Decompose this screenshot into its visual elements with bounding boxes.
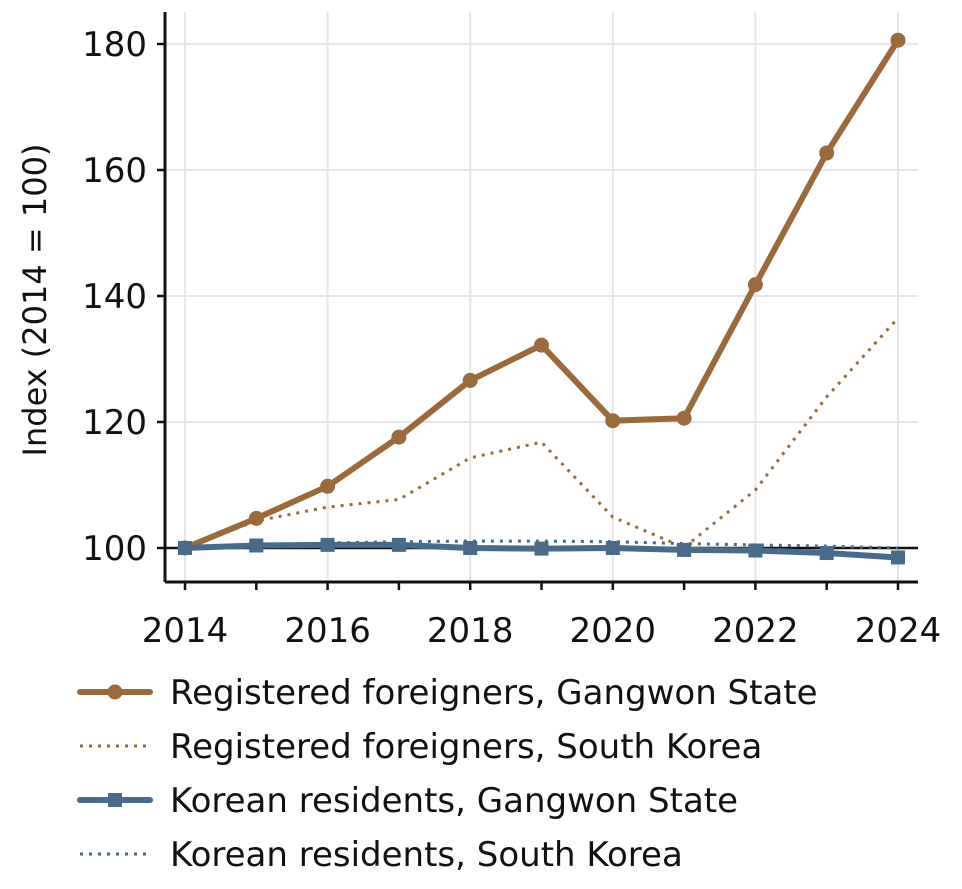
series-1-point-2018: [462, 372, 478, 388]
grid: [165, 12, 918, 582]
x-tick-label-2014: 2014: [142, 611, 229, 651]
series-3-point-2018: [463, 541, 478, 555]
y-tick-label-100: 100: [82, 529, 147, 569]
series-3: [178, 537, 905, 565]
series-1-point-2020: [605, 413, 621, 429]
x-tick-label-2016: 2016: [284, 611, 371, 651]
series-1: [177, 32, 906, 556]
legend-item-4: Korean residents, South Korea: [80, 835, 683, 875]
y-tick-label-120: 120: [82, 403, 147, 443]
series-3-point-2023: [819, 546, 834, 561]
series-1-point-2017: [391, 429, 407, 445]
series-1-point-2024: [890, 32, 906, 48]
legend-label-4: Korean residents, South Korea: [170, 835, 683, 875]
x-tick-label-2018: 2018: [427, 611, 514, 651]
x-tick-label-2022: 2022: [712, 611, 799, 651]
series-3-point-2015: [249, 538, 264, 553]
series-1-point-2015: [248, 510, 264, 526]
series-3-point-2020: [605, 541, 620, 555]
legend-label-1: Registered foreigners, Gangwon State: [170, 673, 818, 713]
series-1-point-2023: [819, 145, 835, 161]
series-1-point-2021: [676, 410, 692, 426]
legend-item-1: Registered foreigners, Gangwon State: [77, 673, 818, 713]
series-3-point-2017: [391, 537, 406, 552]
tick-labels: 100 120 140 160 180 2014 2016 2018 2020 2022 2024: [82, 25, 941, 651]
legend-label-3: Korean residents, Gangwon State: [170, 781, 738, 821]
legend-label-2: Registered foreigners, South Korea: [170, 727, 762, 767]
series-3-point-2016: [320, 537, 335, 552]
series-3-point-2024: [891, 550, 905, 565]
x-tick-label-2024: 2024: [855, 611, 942, 651]
series-1-point-2022: [747, 277, 763, 293]
legend-swatch-marker-3: [108, 793, 122, 807]
legend: Registered foreigners, Gangwon State Regi…: [77, 673, 818, 875]
series-line-1: [182, 37, 901, 551]
y-tick-label-160: 160: [82, 151, 147, 191]
series-1-point-2016: [320, 478, 336, 494]
y-tick-label-140: 140: [82, 277, 147, 317]
series-3-point-2021: [677, 542, 692, 557]
series-3-point-2014: [178, 541, 192, 555]
legend-item-3: Korean residents, Gangwon State: [77, 781, 738, 821]
legend-item-2: Registered foreigners, South Korea: [80, 727, 762, 767]
series-3-point-2022: [748, 543, 763, 558]
y-axis-title: Index (2014 = 100): [16, 144, 54, 457]
series-3-point-2019: [534, 541, 549, 556]
series-1-point-2019: [534, 337, 549, 353]
legend-swatch-marker-1: [107, 684, 123, 700]
y-tick-label-180: 180: [82, 25, 147, 65]
x-tick-label-2020: 2020: [570, 611, 657, 651]
series-layer: [177, 32, 906, 565]
